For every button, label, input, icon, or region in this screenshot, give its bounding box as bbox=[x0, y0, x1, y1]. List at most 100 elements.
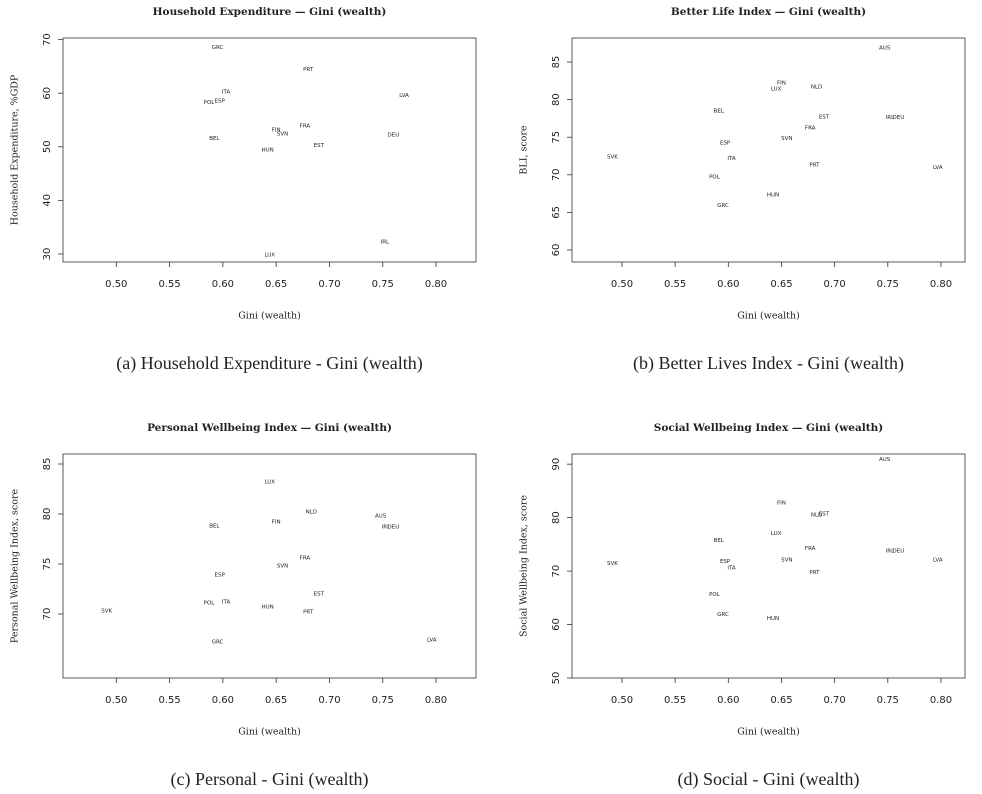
y-tick-label: 65 bbox=[551, 206, 562, 219]
x-tick-label: 0.50 bbox=[611, 279, 633, 290]
x-axis-label: Gini (wealth) bbox=[238, 311, 301, 322]
x-tick-label: 0.80 bbox=[425, 695, 447, 706]
x-tick-label: 0.55 bbox=[158, 279, 180, 290]
y-tick-label: 70 bbox=[42, 608, 53, 621]
point-label: FIN bbox=[777, 81, 786, 87]
point-label: SVK bbox=[607, 561, 618, 567]
y-axis-label: Social Wellbeing Index, score bbox=[519, 495, 530, 637]
caption: (c) Personal - Gini (wealth) bbox=[171, 769, 369, 790]
x-tick-label: 0.70 bbox=[318, 695, 340, 706]
y-axis-label: BLI, score bbox=[519, 125, 530, 175]
plot-frame bbox=[571, 453, 966, 679]
plot-frame bbox=[62, 453, 477, 679]
chart-title: Personal Wellbeing Index — Gini (wealth) bbox=[147, 422, 392, 434]
point-label: HUN bbox=[767, 616, 779, 622]
point-label: LVA bbox=[933, 557, 943, 563]
point-label: LUX bbox=[771, 531, 782, 537]
point-label: GRC bbox=[212, 45, 224, 51]
x-tick-label: 0.75 bbox=[877, 279, 899, 290]
point-label: DEU bbox=[388, 132, 400, 138]
point-label: GRC bbox=[212, 640, 224, 646]
point-label: ITA bbox=[727, 565, 736, 571]
y-axis-label: Personal Wellbeing Index, score bbox=[10, 488, 21, 643]
y-tick-label: 80 bbox=[551, 511, 562, 524]
point-label: PRT bbox=[303, 67, 314, 73]
point-label: DEU bbox=[893, 548, 905, 554]
x-tick-label: 0.60 bbox=[212, 695, 234, 706]
x-tick-label: 0.60 bbox=[212, 279, 234, 290]
point-label: DEU bbox=[893, 115, 905, 121]
point-label: SVN bbox=[277, 131, 288, 137]
point-label: LUX bbox=[771, 87, 782, 93]
point-label: AUS bbox=[879, 457, 891, 463]
point-label: GRC bbox=[717, 203, 729, 209]
point-label: SVK bbox=[607, 154, 618, 160]
point-label: LUX bbox=[264, 253, 275, 259]
point-label: FRA bbox=[805, 546, 816, 552]
x-tick-label: 0.70 bbox=[824, 695, 846, 706]
y-tick-label: 75 bbox=[42, 558, 53, 571]
point-label: GRC bbox=[717, 612, 729, 618]
x-tick-label: 0.70 bbox=[318, 279, 340, 290]
point-label: ESP bbox=[215, 573, 226, 579]
point-label: EST bbox=[314, 143, 325, 149]
x-tick-label: 0.50 bbox=[105, 279, 127, 290]
x-tick-label: 0.65 bbox=[265, 695, 287, 706]
point-label: SVN bbox=[781, 136, 792, 142]
y-tick-label: 75 bbox=[551, 131, 562, 144]
plot-frame bbox=[571, 37, 966, 263]
x-tick-label: 0.60 bbox=[717, 279, 739, 290]
point-label: POL bbox=[204, 100, 216, 106]
x-axis-label: Gini (wealth) bbox=[737, 311, 800, 322]
y-tick-label: 85 bbox=[551, 56, 562, 69]
point-label: FRA bbox=[300, 556, 311, 562]
point-label: FIN bbox=[272, 520, 281, 526]
x-tick-label: 0.65 bbox=[265, 279, 287, 290]
y-tick-label: 90 bbox=[551, 458, 562, 471]
point-label: ESP bbox=[720, 559, 731, 565]
point-label: BEL bbox=[714, 538, 725, 544]
caption: (a) Household Expenditure - Gini (wealth… bbox=[116, 353, 422, 374]
y-tick-label: 70 bbox=[551, 168, 562, 181]
x-tick-label: 0.70 bbox=[824, 279, 846, 290]
caption: (d) Social - Gini (wealth) bbox=[678, 769, 860, 790]
point-label: AUS bbox=[879, 45, 891, 51]
point-label: NLD bbox=[811, 512, 822, 518]
point-label: FRA bbox=[805, 126, 816, 132]
point-label: IRL bbox=[381, 240, 390, 246]
y-tick-label: 70 bbox=[551, 565, 562, 578]
chart-title: Better Life Index — Gini (wealth) bbox=[671, 6, 866, 18]
y-tick-label: 60 bbox=[551, 618, 562, 631]
x-axis-label: Gini (wealth) bbox=[238, 727, 301, 738]
x-tick-label: 0.75 bbox=[372, 279, 394, 290]
point-label: ITA bbox=[727, 156, 736, 162]
y-tick-label: 70 bbox=[42, 33, 53, 46]
y-axis-label: Household Expenditure, %GDP bbox=[10, 74, 21, 225]
point-label: AUS bbox=[375, 514, 387, 520]
y-tick-label: 80 bbox=[42, 508, 53, 521]
point-label: IRL bbox=[382, 525, 391, 531]
point-label: LVA bbox=[933, 165, 943, 171]
y-tick-label: 50 bbox=[42, 140, 53, 153]
point-label: PRT bbox=[809, 163, 820, 169]
x-tick-label: 0.80 bbox=[425, 279, 447, 290]
point-label: LVA bbox=[427, 638, 437, 644]
y-tick-label: 60 bbox=[42, 87, 53, 100]
point-label: ESP bbox=[215, 99, 226, 105]
x-tick-label: 0.80 bbox=[930, 279, 952, 290]
x-tick-label: 0.50 bbox=[105, 695, 127, 706]
point-label: PRT bbox=[809, 570, 820, 576]
x-tick-label: 0.65 bbox=[770, 695, 792, 706]
point-label: POL bbox=[709, 175, 721, 181]
y-tick-label: 50 bbox=[551, 672, 562, 685]
x-tick-label: 0.65 bbox=[770, 279, 792, 290]
point-label: ITA bbox=[222, 600, 231, 606]
plot-frame bbox=[62, 37, 477, 263]
point-label: HUN bbox=[261, 148, 273, 154]
point-label: HUN bbox=[261, 605, 273, 611]
point-label: BEL bbox=[209, 524, 220, 530]
x-tick-label: 0.75 bbox=[877, 695, 899, 706]
point-label: POL bbox=[709, 592, 721, 598]
point-label: EST bbox=[314, 592, 325, 598]
